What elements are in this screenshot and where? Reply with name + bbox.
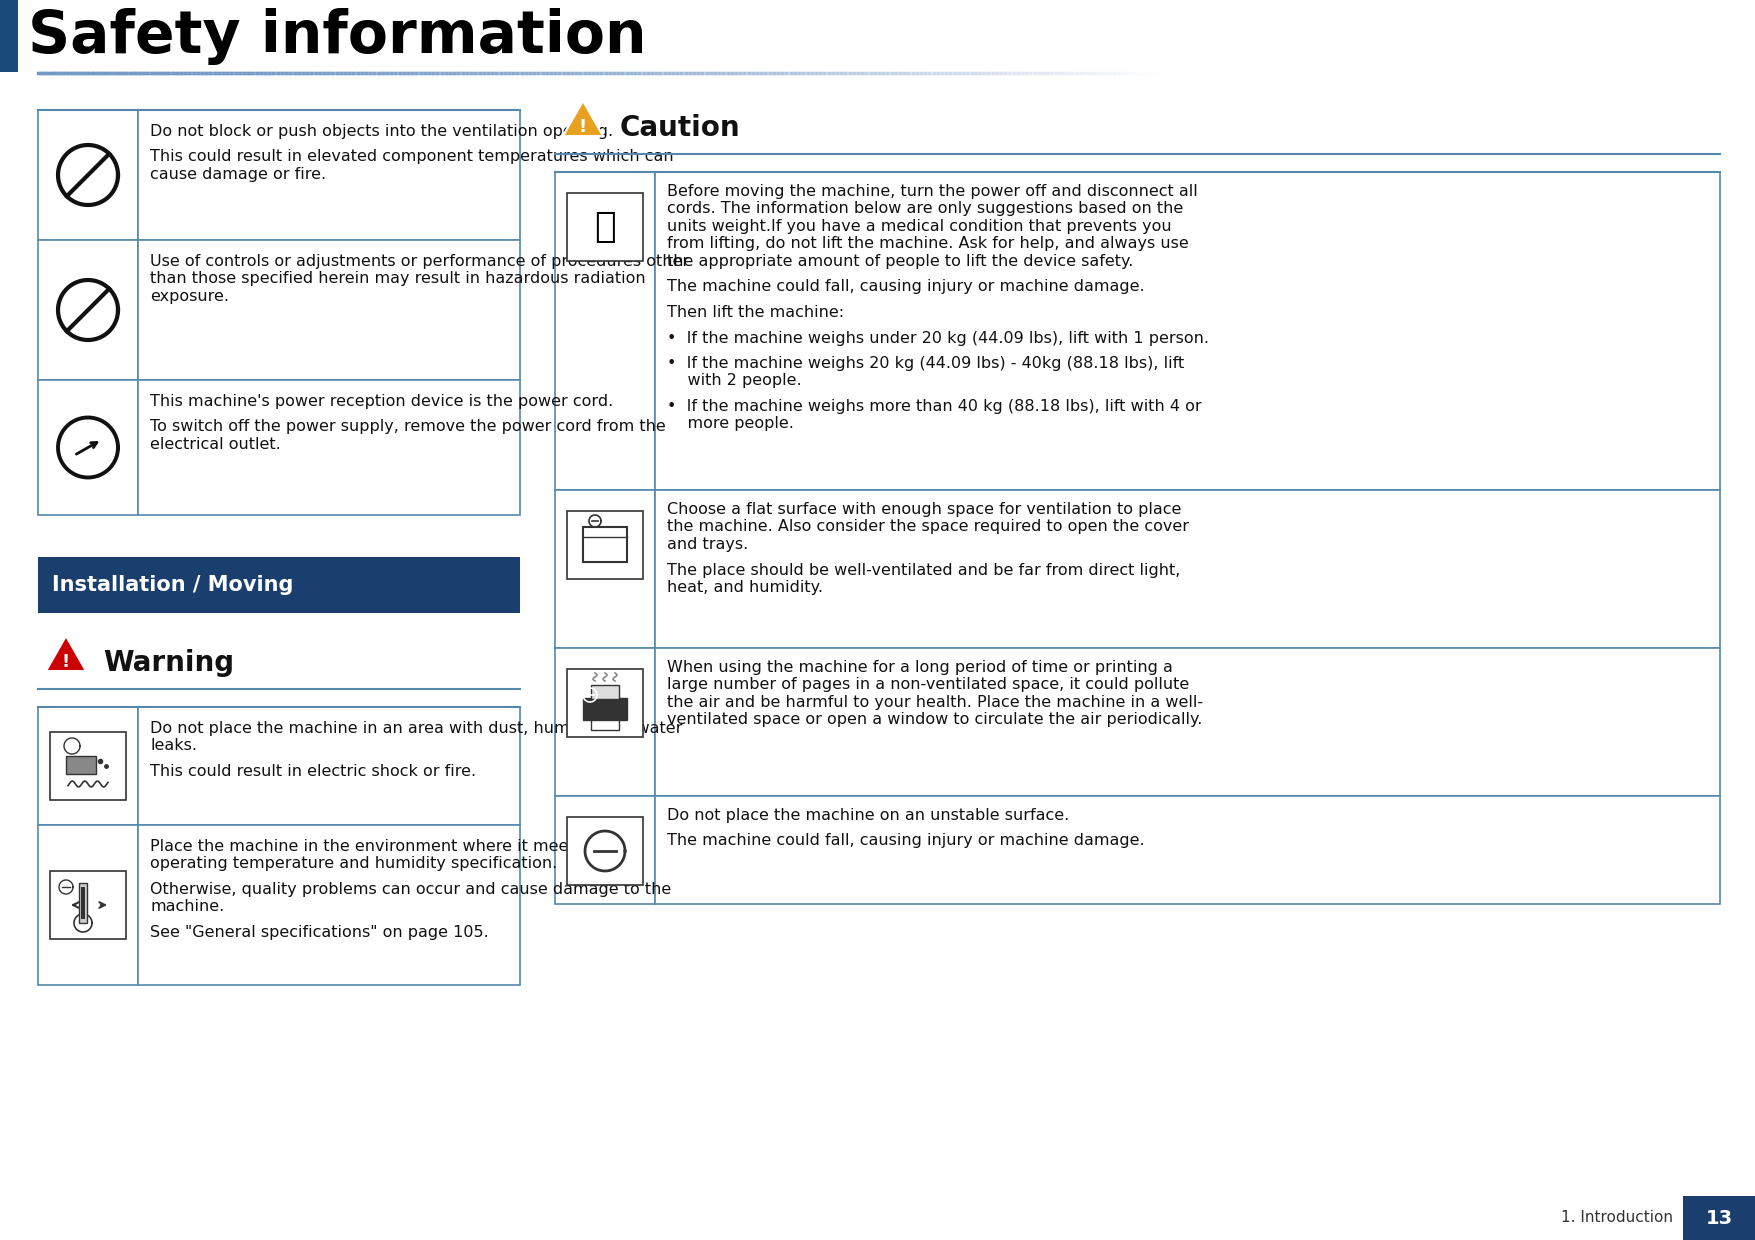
Bar [555,796,655,904]
Text: Otherwise, quality problems can occur and cause damage to the
machine.: Otherwise, quality problems can occur an… [149,882,670,914]
Bar [39,707,139,825]
Bar [39,241,139,379]
Bar [49,870,126,939]
Text: Do not place the machine on an unstable surface.: Do not place the machine on an unstable … [667,808,1069,823]
Bar [567,511,642,579]
Text: !: ! [61,653,70,671]
Text: 🏋: 🏋 [595,210,616,244]
Bar [49,732,126,800]
Text: Place the machine in the environment where it meets the
operating temperature an: Place the machine in the environment whe… [149,839,614,872]
Text: !: ! [579,118,588,136]
Bar [39,825,139,985]
Text: Do not block or push objects into the ventilation opening.: Do not block or push objects into the ve… [149,124,612,139]
Text: Then lift the machine:: Then lift the machine: [667,305,844,320]
Bar [591,720,620,730]
Text: •  If the machine weighs under 20 kg (44.09 lbs), lift with 1 person.: • If the machine weighs under 20 kg (44.… [667,331,1209,346]
Bar [655,490,1720,649]
Text: This machine's power reception device is the power cord.: This machine's power reception device is… [149,394,612,409]
Bar [139,110,519,241]
Text: When using the machine for a long period of time or printing a
large number of p: When using the machine for a long period… [667,660,1204,727]
Text: Choose a flat surface with enough space for ventilation to place
the machine. Al: Choose a flat surface with enough space … [667,502,1188,552]
Text: Installation / Moving: Installation / Moving [53,575,293,595]
Bar [1683,1197,1755,1240]
Bar [79,883,88,923]
Polygon shape [46,636,86,671]
Text: 1. Introduction: 1. Introduction [1560,1210,1673,1225]
Bar [591,684,620,699]
Text: This could result in elevated component temperatures which can
cause damage or f: This could result in elevated component … [149,150,674,182]
Text: Do not place the machine in an area with dust, humidity, or water
leaks.: Do not place the machine in an area with… [149,720,683,754]
Bar [139,825,519,985]
Bar [67,756,97,774]
Bar [583,527,627,562]
Bar [39,110,139,241]
Bar [655,649,1720,796]
Text: Warning: Warning [104,649,233,677]
Text: 13: 13 [1706,1209,1732,1228]
Bar [139,379,519,515]
Bar [139,241,519,379]
Text: Use of controls or adjustments or performance of procedures other
than those spe: Use of controls or adjustments or perfor… [149,254,690,304]
Polygon shape [563,100,604,136]
Text: See "General specifications" on page 105.: See "General specifications" on page 105… [149,925,488,940]
Bar [81,887,84,919]
Bar [39,557,519,613]
Bar [655,172,1720,490]
Text: Before moving the machine, turn the power off and disconnect all
cords. The info: Before moving the machine, turn the powe… [667,184,1197,269]
Text: •  If the machine weighs 20 kg (44.09 lbs) - 40kg (88.18 lbs), lift
    with 2 p: • If the machine weighs 20 kg (44.09 lbs… [667,356,1185,388]
Text: Caution: Caution [620,114,741,143]
Bar [0,0,18,72]
Text: The machine could fall, causing injury or machine damage.: The machine could fall, causing injury o… [667,833,1144,848]
Bar [555,490,655,649]
Bar [567,193,642,260]
Bar [583,698,627,720]
Bar [555,172,655,490]
Bar [139,707,519,825]
Text: The machine could fall, causing injury or machine damage.: The machine could fall, causing injury o… [667,279,1144,295]
Text: This could result in electric shock or fire.: This could result in electric shock or f… [149,764,476,779]
Text: •  If the machine weighs more than 40 kg (88.18 lbs), lift with 4 or
    more pe: • If the machine weighs more than 40 kg … [667,399,1202,432]
Bar [555,649,655,796]
Bar [39,379,139,515]
Bar [567,670,642,737]
Text: To switch off the power supply, remove the power cord from the
electrical outlet: To switch off the power supply, remove t… [149,419,665,451]
Text: The place should be well-ventilated and be far from direct light,
heat, and humi: The place should be well-ventilated and … [667,563,1181,595]
Text: Safety information: Safety information [28,7,646,64]
Bar [655,796,1720,904]
Bar [567,817,642,885]
Bar [0,1197,1755,1240]
